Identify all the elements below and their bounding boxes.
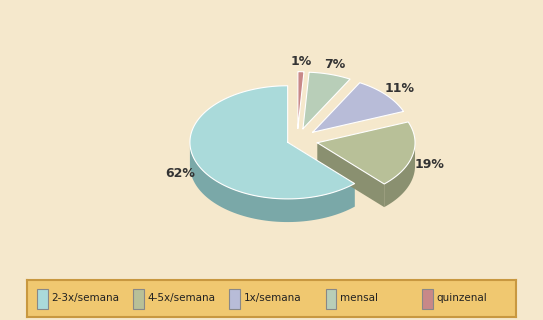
- Polygon shape: [303, 72, 350, 129]
- FancyBboxPatch shape: [133, 289, 144, 309]
- FancyBboxPatch shape: [230, 289, 240, 309]
- Polygon shape: [298, 72, 304, 128]
- Text: 62%: 62%: [166, 167, 195, 180]
- Text: 1x/semana: 1x/semana: [244, 293, 302, 303]
- Text: 7%: 7%: [325, 58, 346, 71]
- FancyBboxPatch shape: [326, 289, 337, 309]
- Polygon shape: [288, 142, 355, 207]
- Polygon shape: [384, 143, 415, 207]
- Polygon shape: [190, 142, 355, 222]
- Text: mensal: mensal: [340, 293, 378, 303]
- Text: quinzenal: quinzenal: [437, 293, 488, 303]
- Polygon shape: [317, 143, 384, 207]
- FancyBboxPatch shape: [37, 289, 48, 309]
- Text: 1%: 1%: [291, 55, 312, 68]
- Text: 11%: 11%: [384, 82, 414, 95]
- Polygon shape: [317, 122, 415, 184]
- Polygon shape: [313, 83, 403, 132]
- FancyBboxPatch shape: [422, 289, 433, 309]
- Text: 4-5x/semana: 4-5x/semana: [148, 293, 216, 303]
- Polygon shape: [190, 86, 355, 199]
- Text: 2-3x/semana: 2-3x/semana: [52, 293, 119, 303]
- Text: 19%: 19%: [415, 158, 445, 171]
